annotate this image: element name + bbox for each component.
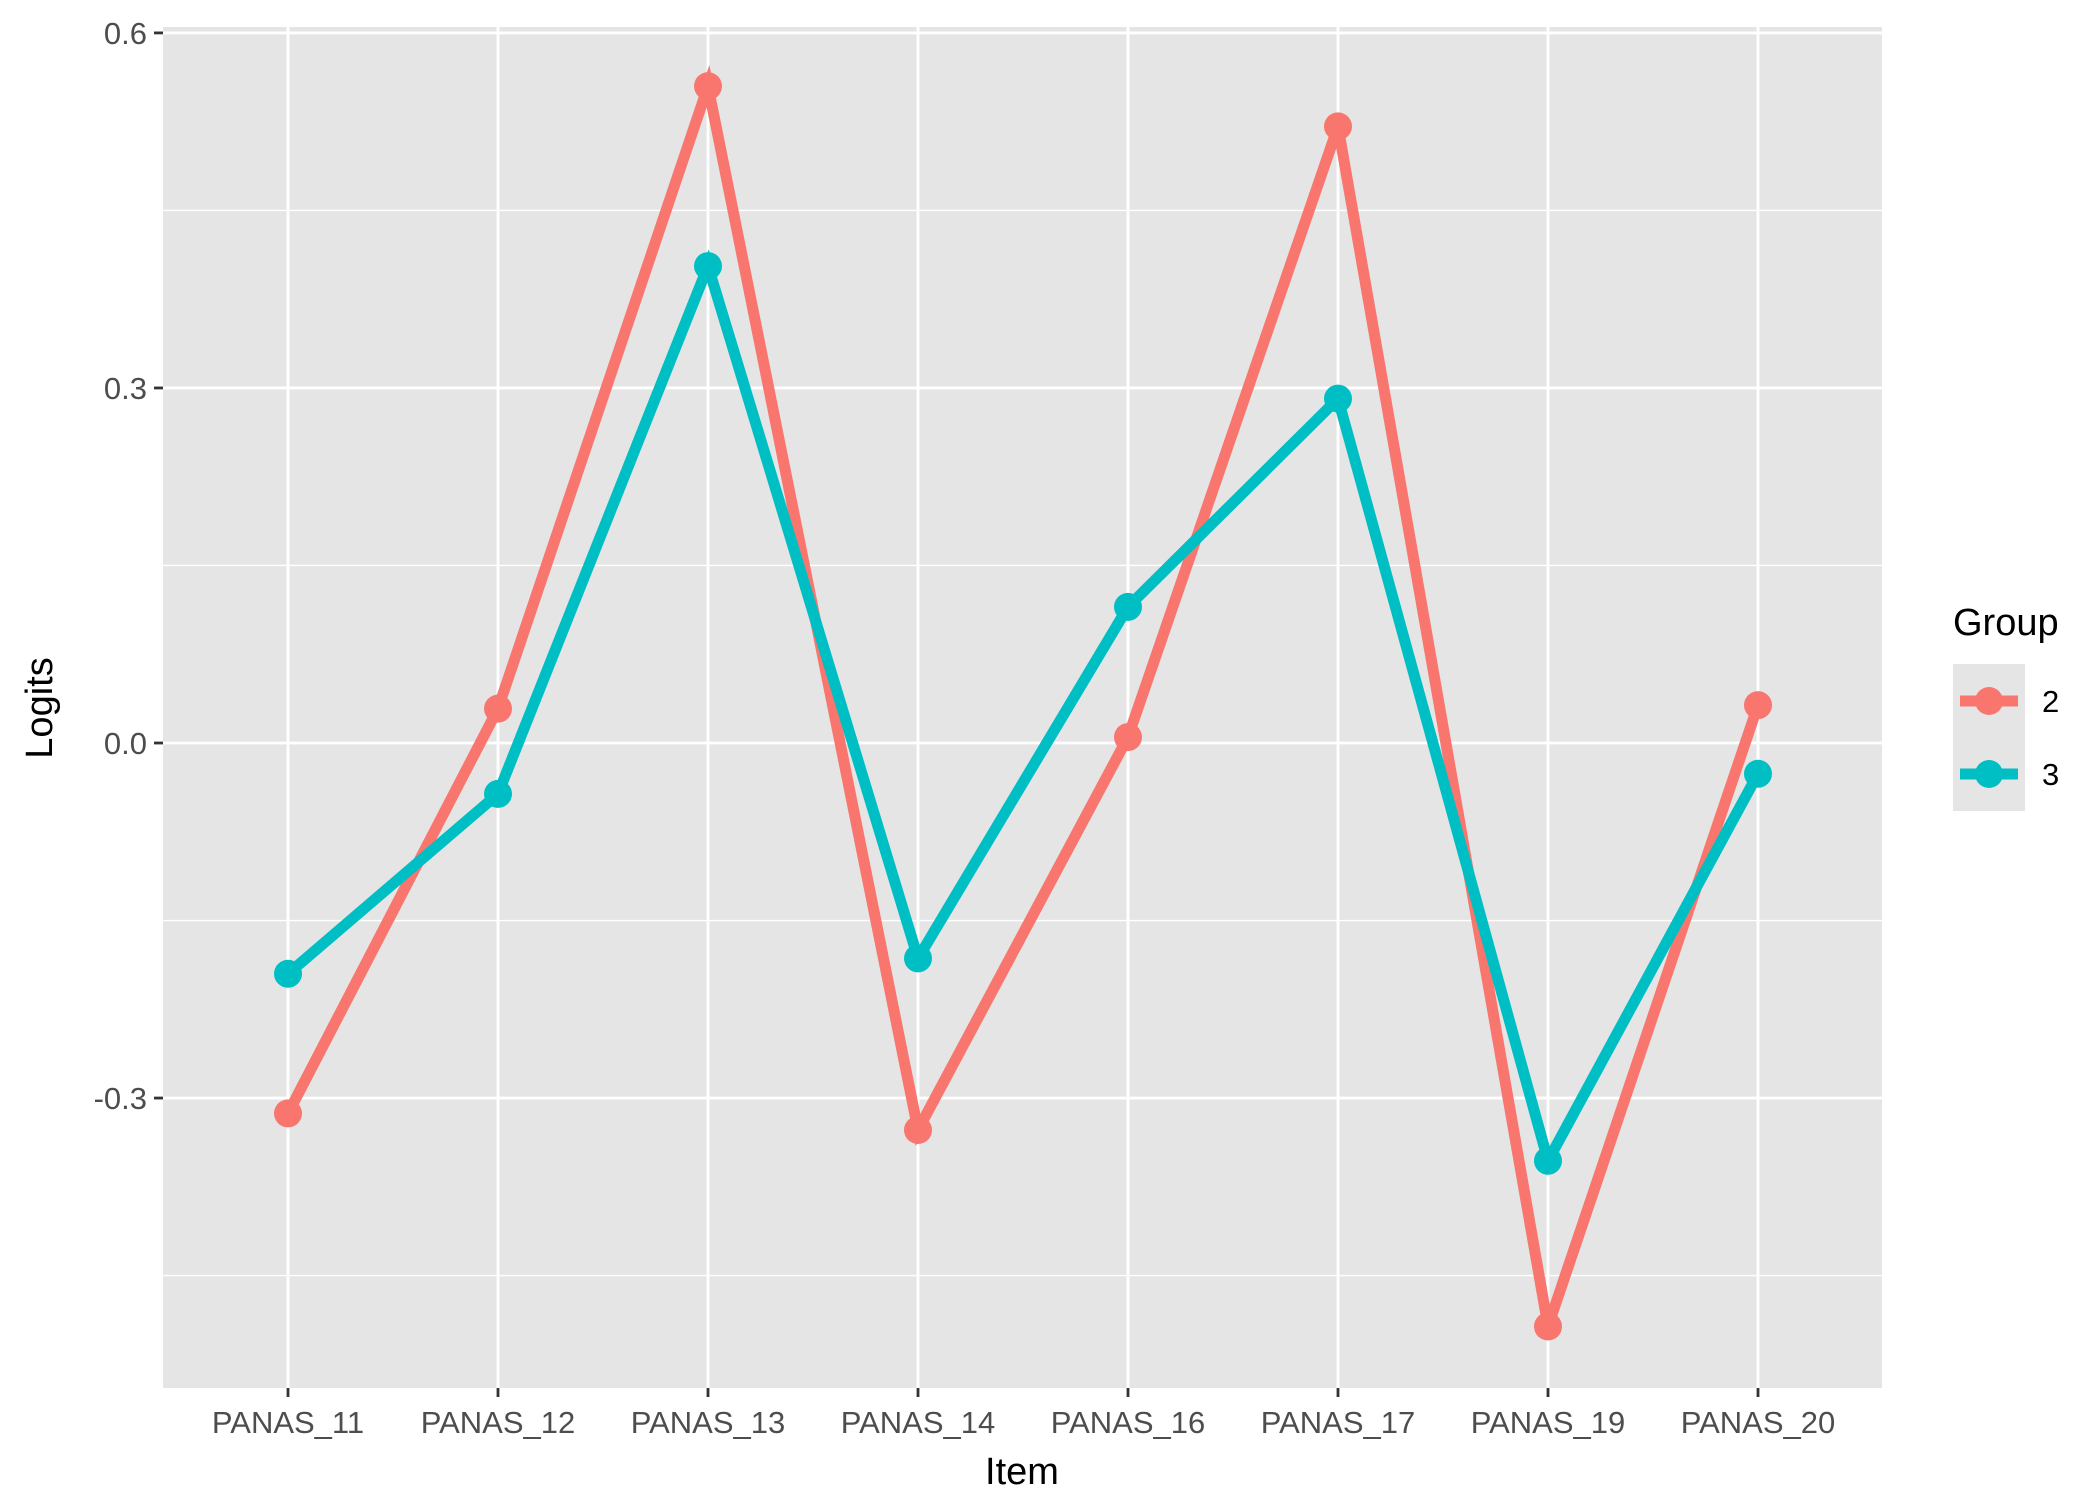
legend-title: Group bbox=[1953, 602, 2059, 644]
x-tick-label: PANAS_17 bbox=[1261, 1405, 1416, 1440]
x-tick-label: PANAS_13 bbox=[631, 1405, 786, 1440]
legend-key-background bbox=[1953, 664, 2025, 811]
data-point bbox=[694, 252, 722, 281]
minor-grid bbox=[163, 209, 1882, 1277]
data-point bbox=[1534, 1312, 1562, 1341]
legend-label: 3 bbox=[2042, 757, 2059, 792]
data-point bbox=[904, 944, 932, 973]
legend-label: 2 bbox=[2042, 684, 2059, 719]
data-point bbox=[1324, 112, 1352, 141]
data-point bbox=[1744, 691, 1772, 720]
data-point bbox=[484, 694, 512, 723]
x-tick-label: PANAS_12 bbox=[421, 1405, 576, 1440]
x-tick-label: PANAS_20 bbox=[1681, 1405, 1836, 1440]
x-axis-title: Item bbox=[985, 1451, 1059, 1493]
data-point bbox=[1114, 723, 1142, 752]
data-point bbox=[274, 1099, 302, 1128]
series-3 bbox=[274, 249, 1772, 1176]
x-tick-label: PANAS_11 bbox=[212, 1405, 364, 1440]
y-tick-label: -0.3 bbox=[94, 1081, 147, 1116]
legend-item-2: 2 bbox=[1960, 684, 2059, 719]
data-point bbox=[274, 959, 302, 988]
x-axis: PANAS_11 PANAS_12 PANAS_13 PANAS_14 PANAS_16… bbox=[212, 1388, 1835, 1440]
y-tick-label: 0.0 bbox=[104, 726, 147, 761]
x-tick-label: PANAS_19 bbox=[1471, 1405, 1626, 1440]
x-tick-label: PANAS_14 bbox=[841, 1405, 996, 1440]
data-point bbox=[1324, 384, 1352, 413]
legend-item-3: 3 bbox=[1960, 757, 2059, 792]
data-point bbox=[694, 72, 722, 101]
plot-panel bbox=[163, 27, 1882, 1388]
legend-key-point bbox=[1975, 760, 2003, 788]
y-tick-label: 0.3 bbox=[104, 371, 147, 406]
series-line bbox=[284, 249, 1763, 1176]
series-line bbox=[283, 64, 1764, 1329]
series-2 bbox=[274, 64, 1772, 1341]
y-tick-label: 0.6 bbox=[104, 16, 147, 51]
data-point bbox=[1114, 592, 1142, 621]
y-axis: -0.3 0.0 0.3 0.6 bbox=[94, 16, 163, 1116]
x-tick-label: PANAS_16 bbox=[1051, 1405, 1206, 1440]
data-point bbox=[1744, 759, 1772, 788]
data-point bbox=[1534, 1146, 1562, 1175]
data-point bbox=[484, 779, 512, 808]
legend: Group 23 bbox=[1953, 602, 2059, 811]
y-axis-title: Logits bbox=[19, 657, 61, 758]
legend-key-point bbox=[1975, 687, 2003, 715]
data-point bbox=[904, 1116, 932, 1145]
legend-items: 23 bbox=[1960, 684, 2059, 792]
series-layer bbox=[274, 64, 1772, 1341]
